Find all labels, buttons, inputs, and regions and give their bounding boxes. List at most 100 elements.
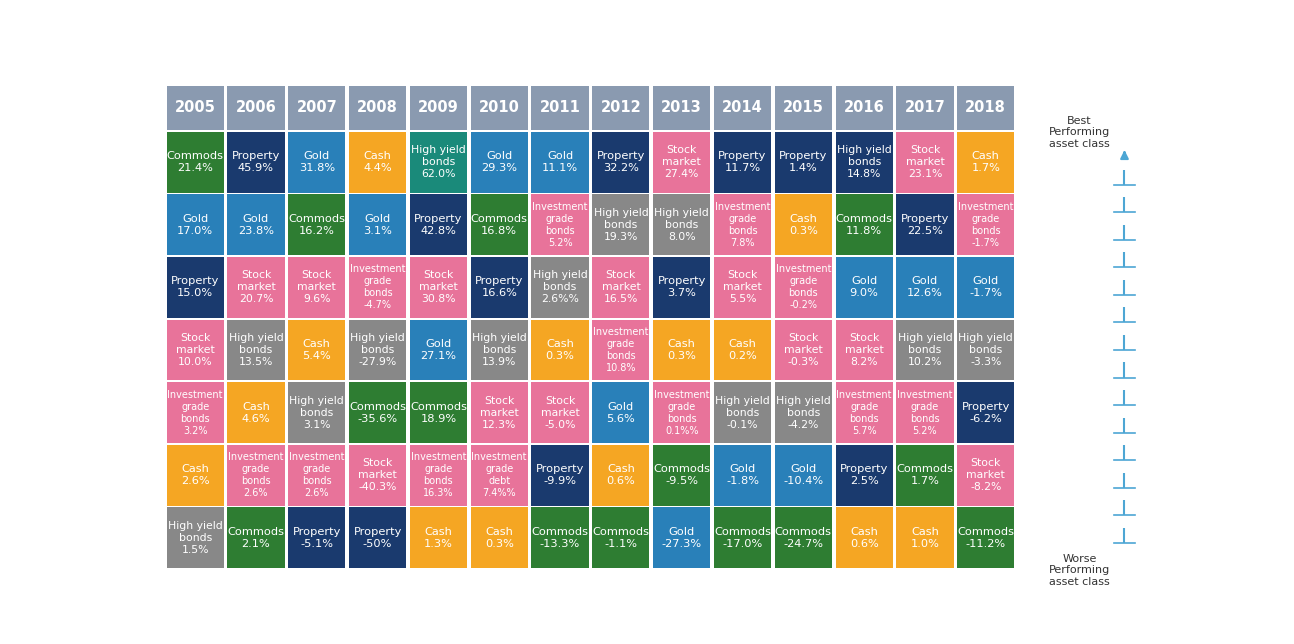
Text: Stock
market
-0.3%: Stock market -0.3% [784,333,823,367]
Bar [653,257,710,317]
Bar [714,319,771,381]
Text: Property
2.5%: Property 2.5% [840,464,888,486]
Bar [289,257,345,317]
Bar [410,257,467,317]
Text: Investment
grade
bonds
10.8%: Investment grade bonds 10.8% [593,327,648,373]
Bar [228,257,285,317]
Bar [897,257,954,317]
Text: Investment
grade
debt
7.4%%: Investment grade debt 7.4%% [471,452,527,498]
Text: 2012: 2012 [600,100,642,115]
Bar [167,507,224,568]
Text: Investment
grade
bonds
5.2%: Investment grade bonds 5.2% [897,390,952,435]
Text: Stock
market
-40.3%: Stock market -40.3% [358,459,397,492]
Bar [228,319,285,381]
Bar [349,86,406,130]
Text: Gold
-27.3%: Gold -27.3% [661,527,701,549]
Bar [471,257,528,317]
Text: 2005: 2005 [175,100,216,115]
Text: 2006: 2006 [236,100,277,115]
Bar [532,383,589,443]
Bar [471,507,528,568]
Text: 2017: 2017 [905,100,946,115]
Text: 2018: 2018 [965,100,1007,115]
Text: Stock
market
9.6%: Stock market 9.6% [298,270,336,305]
Bar [775,383,832,443]
Bar [958,194,1014,255]
Bar [410,507,467,568]
Text: Commods
16.2%: Commods 16.2% [289,214,345,236]
Text: High yield
bonds
14.8%: High yield bonds 14.8% [837,145,892,179]
Bar [958,257,1014,317]
Text: Cash
1.7%: Cash 1.7% [972,151,1000,173]
Bar [958,132,1014,193]
Bar [410,445,467,506]
Text: Investment
grade
bonds
-0.2%: Investment grade bonds -0.2% [775,265,831,310]
Text: Commods
-35.6%: Commods -35.6% [349,402,406,424]
Bar [228,445,285,506]
Text: Cash
1.3%: Cash 1.3% [424,527,453,549]
Text: 2010: 2010 [479,100,520,115]
Bar [714,507,771,568]
Text: 2013: 2013 [661,100,703,115]
Text: Best
Performing
asset class: Best Performing asset class [1048,116,1110,149]
Text: Gold
-10.4%: Gold -10.4% [783,464,823,486]
Text: Property
-50%: Property -50% [353,527,402,549]
Bar [958,319,1014,381]
Text: Stock
market
8.2%: Stock market 8.2% [845,333,884,367]
Text: Property
15.0%: Property 15.0% [171,276,220,298]
Text: Gold
5.6%: Gold 5.6% [607,402,635,424]
Text: Gold
23.8%: Gold 23.8% [238,214,274,236]
Bar [593,194,650,255]
Text: High yield
bonds
10.2%: High yield bonds 10.2% [898,333,952,367]
Text: Gold
-1.7%: Gold -1.7% [969,276,1003,298]
Text: Investment
grade
bonds
2.6%: Investment grade bonds 2.6% [289,452,344,498]
Bar [714,86,771,130]
Bar [775,445,832,506]
Bar [653,319,710,381]
Text: 2016: 2016 [844,100,885,115]
Text: Property
42.8%: Property 42.8% [414,214,463,236]
Text: Stock
market
16.5%: Stock market 16.5% [602,270,641,305]
Bar [714,445,771,506]
Bar [836,132,893,193]
Text: Property
16.6%: Property 16.6% [475,276,524,298]
Bar [897,132,954,193]
Text: Worse
Performing
asset class: Worse Performing asset class [1048,553,1110,587]
Text: Cash
0.3%: Cash 0.3% [546,339,575,361]
Bar [836,319,893,381]
Bar [532,507,589,568]
Bar [775,319,832,381]
Bar [836,383,893,443]
Bar [228,86,285,130]
Bar [836,445,893,506]
Bar [958,507,1014,568]
Text: Commods
-13.3%: Commods -13.3% [532,527,589,549]
Bar [289,383,345,443]
Text: Property
11.7%: Property 11.7% [718,151,767,173]
Text: Gold
29.3%: Gold 29.3% [481,151,518,173]
Text: Investment
grade
bonds
7.8%: Investment grade bonds 7.8% [714,202,770,248]
Text: High yield
bonds
13.9%: High yield bonds 13.9% [472,333,527,367]
Text: Cash
0.3%: Cash 0.3% [485,527,514,549]
Text: Gold
17.0%: Gold 17.0% [177,214,214,236]
Text: Cash
0.3%: Cash 0.3% [668,339,696,361]
Bar [653,194,710,255]
Bar [349,507,406,568]
Text: Commods
-17.0%: Commods -17.0% [714,527,771,549]
Bar [593,507,650,568]
Text: Investment
grade
bonds
-1.7%: Investment grade bonds -1.7% [958,202,1013,248]
Text: High yield
bonds
-4.2%: High yield bonds -4.2% [776,395,831,430]
Bar [897,86,954,130]
Text: High yield
bonds
2.6%%: High yield bonds 2.6%% [533,270,587,305]
Bar [775,86,832,130]
Bar [410,383,467,443]
Text: Property
-9.9%: Property -9.9% [536,464,585,486]
Bar [653,445,710,506]
Bar [349,194,406,255]
Text: Property
-5.1%: Property -5.1% [292,527,342,549]
Bar [714,257,771,317]
Bar [836,86,893,130]
Text: High yield
bonds
-3.3%: High yield bonds -3.3% [959,333,1013,367]
Text: Investment
grade
bonds
16.3%: Investment grade bonds 16.3% [410,452,466,498]
Text: Cash
5.4%: Cash 5.4% [303,339,331,361]
